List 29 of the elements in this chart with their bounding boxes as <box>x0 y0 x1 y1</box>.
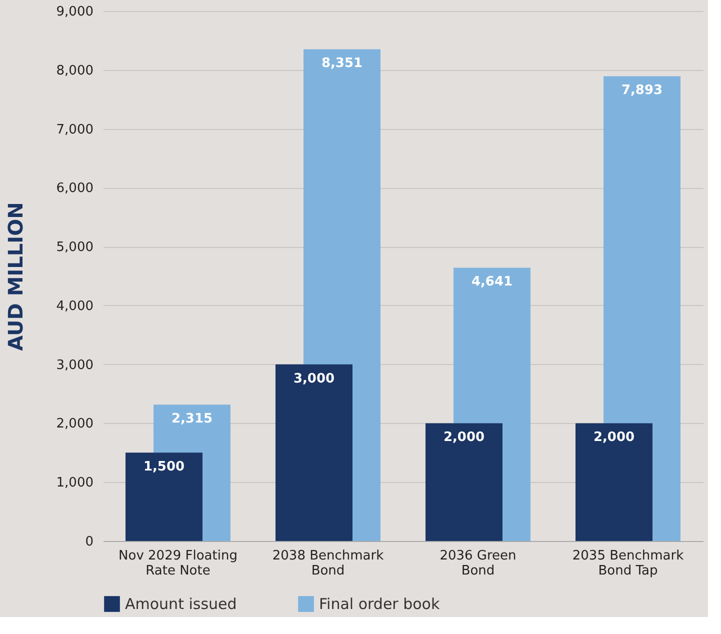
y-tick-label: 7,000 <box>56 122 94 138</box>
y-tick-label: 5,000 <box>56 240 94 256</box>
y-tick-label: 8,000 <box>56 63 94 78</box>
x-tick-label: 2035 Benchmark Bond Tap <box>572 548 684 578</box>
data-label: 4,641 <box>471 274 513 290</box>
data-label: 7,893 <box>621 83 663 98</box>
data-label: 2,315 <box>171 412 213 427</box>
legend-label: Final order book <box>319 595 440 613</box>
y-tick-label: 0 <box>85 534 94 550</box>
x-tick-label: 2038 Benchmark Bond <box>272 548 384 578</box>
data-label: 2,000 <box>443 430 485 446</box>
bar <box>276 364 352 541</box>
data-label: 2,000 <box>593 430 635 446</box>
y-tick-label: 1,000 <box>56 476 94 491</box>
data-label: 1,500 <box>143 460 185 475</box>
data-label: 3,000 <box>293 371 335 386</box>
bar <box>576 423 652 541</box>
y-tick-label: 9,000 <box>56 4 94 20</box>
y-axis-title: AUD MILLION <box>3 202 28 351</box>
x-tick-label: Nov 2029 Floating Rate Note <box>118 548 238 578</box>
y-tick-label: 6,000 <box>56 181 94 196</box>
x-tick-label: 2036 Green Bond <box>440 548 516 578</box>
bar <box>126 452 202 541</box>
legend-label: Amount issued <box>125 595 237 613</box>
y-tick-label: 4,000 <box>56 298 94 314</box>
y-tick-label: 3,000 <box>56 358 94 373</box>
data-label: 8,351 <box>321 56 363 72</box>
y-tick-label: 2,000 <box>56 416 94 432</box>
bar <box>426 423 502 541</box>
